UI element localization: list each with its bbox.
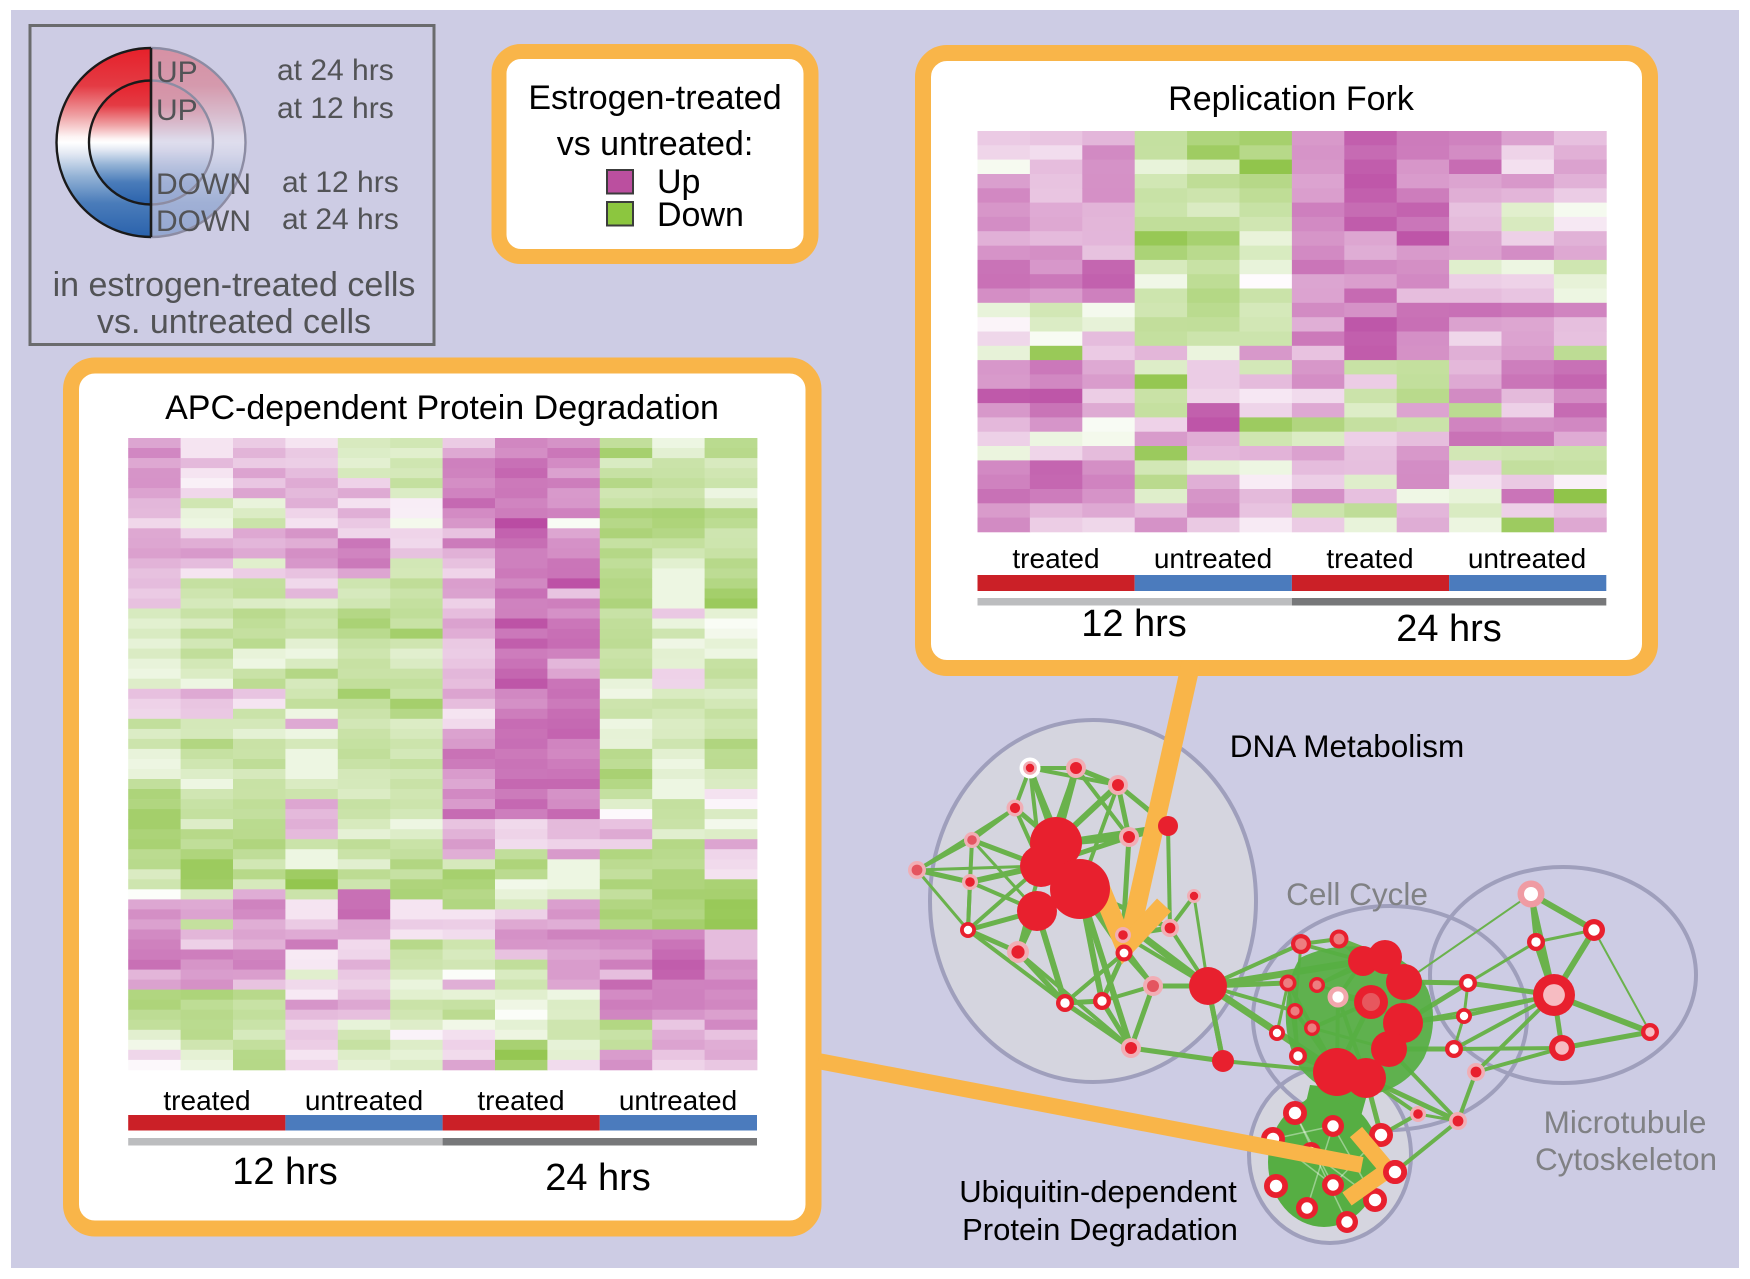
- svg-text:12 hrs: 12 hrs: [1081, 603, 1187, 645]
- svg-text:treated: treated: [477, 1085, 564, 1116]
- svg-text:APC-dependent Protein Degradat: APC-dependent Protein Degradation: [165, 389, 719, 427]
- svg-text:vs untreated:: vs untreated:: [557, 125, 754, 163]
- svg-text:at 12 hrs: at 12 hrs: [282, 166, 399, 199]
- svg-text:24 hrs: 24 hrs: [1396, 608, 1502, 650]
- svg-text:DOWN: DOWN: [156, 168, 251, 201]
- svg-text:untreated: untreated: [619, 1085, 737, 1116]
- svg-text:Cytoskeleton: Cytoskeleton: [1535, 1141, 1717, 1177]
- svg-text:Ubiquitin-dependent: Ubiquitin-dependent: [959, 1174, 1237, 1209]
- svg-text:treated: treated: [1012, 543, 1099, 574]
- svg-text:DNA Metabolism: DNA Metabolism: [1230, 728, 1465, 764]
- svg-text:treated: treated: [163, 1085, 250, 1116]
- svg-text:Estrogen-treated: Estrogen-treated: [528, 79, 781, 117]
- svg-text:in estrogen-treated cells: in estrogen-treated cells: [53, 266, 416, 304]
- svg-text:UP: UP: [156, 56, 198, 89]
- svg-text:Cell Cycle: Cell Cycle: [1286, 876, 1428, 912]
- svg-text:at 24 hrs: at 24 hrs: [277, 54, 394, 87]
- svg-text:UP: UP: [156, 94, 198, 127]
- svg-text:24 hrs: 24 hrs: [545, 1157, 651, 1199]
- svg-text:at 24 hrs: at 24 hrs: [282, 203, 399, 236]
- svg-text:Microtubule: Microtubule: [1544, 1104, 1707, 1140]
- svg-text:untreated: untreated: [305, 1085, 423, 1116]
- svg-text:Protein Degradation: Protein Degradation: [962, 1212, 1238, 1247]
- svg-text:at 12 hrs: at 12 hrs: [277, 92, 394, 125]
- svg-text:treated: treated: [1326, 543, 1413, 574]
- svg-text:Up: Up: [657, 163, 700, 201]
- svg-text:untreated: untreated: [1154, 543, 1272, 574]
- svg-text:vs. untreated cells: vs. untreated cells: [97, 303, 371, 341]
- svg-text:Replication Fork: Replication Fork: [1168, 80, 1415, 118]
- svg-text:DOWN: DOWN: [156, 205, 251, 238]
- svg-text:Down: Down: [657, 196, 744, 234]
- svg-text:untreated: untreated: [1468, 543, 1586, 574]
- svg-text:12 hrs: 12 hrs: [232, 1151, 338, 1193]
